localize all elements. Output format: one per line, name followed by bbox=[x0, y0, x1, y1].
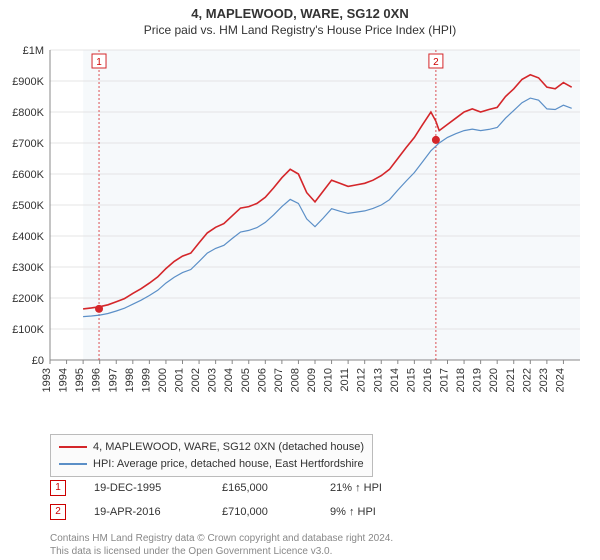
svg-text:£700K: £700K bbox=[12, 138, 44, 150]
svg-text:2006: 2006 bbox=[256, 368, 268, 392]
svg-text:£900K: £900K bbox=[12, 76, 44, 88]
svg-text:2013: 2013 bbox=[372, 368, 384, 392]
svg-text:2020: 2020 bbox=[488, 368, 500, 392]
svg-text:2004: 2004 bbox=[223, 368, 235, 392]
transaction-row: 1 19-DEC-1995 £165,000 21% ↑ HPI bbox=[50, 480, 382, 496]
tx-marker: 1 bbox=[50, 480, 66, 496]
svg-text:2010: 2010 bbox=[323, 368, 335, 392]
svg-text:1993: 1993 bbox=[41, 368, 53, 392]
svg-text:1998: 1998 bbox=[124, 368, 136, 392]
legend-swatch bbox=[59, 463, 87, 465]
svg-text:2: 2 bbox=[433, 57, 439, 68]
legend-label: HPI: Average price, detached house, East… bbox=[93, 456, 364, 473]
svg-text:2014: 2014 bbox=[389, 368, 401, 392]
tx-marker: 2 bbox=[50, 504, 66, 520]
svg-text:2015: 2015 bbox=[405, 368, 417, 392]
legend: 4, MAPLEWOOD, WARE, SG12 0XN (detached h… bbox=[50, 434, 373, 477]
svg-text:2016: 2016 bbox=[422, 368, 434, 392]
price-chart: £0 £100K £200K £300K £400K £500K £600K £700K £80… bbox=[0, 0, 600, 430]
legend-item: 4, MAPLEWOOD, WARE, SG12 0XN (detached h… bbox=[59, 439, 364, 456]
svg-text:1: 1 bbox=[96, 57, 102, 68]
tx-delta: 9% ↑ HPI bbox=[330, 506, 376, 518]
legend-label: 4, MAPLEWOOD, WARE, SG12 0XN (detached h… bbox=[93, 439, 364, 456]
svg-text:2022: 2022 bbox=[521, 368, 533, 392]
svg-text:£100K: £100K bbox=[12, 324, 44, 336]
svg-text:2012: 2012 bbox=[356, 368, 368, 392]
footer-line2: This data is licensed under the Open Gov… bbox=[50, 545, 393, 558]
svg-text:2005: 2005 bbox=[240, 368, 252, 392]
transaction-row: 2 19-APR-2016 £710,000 9% ↑ HPI bbox=[50, 504, 376, 520]
tx-delta: 21% ↑ HPI bbox=[330, 482, 382, 494]
footer-line1: Contains HM Land Registry data © Crown c… bbox=[50, 532, 393, 545]
svg-text:2000: 2000 bbox=[157, 368, 169, 392]
svg-text:1999: 1999 bbox=[140, 368, 152, 392]
legend-swatch bbox=[59, 446, 87, 448]
svg-text:2021: 2021 bbox=[505, 368, 517, 392]
tx-date: 19-APR-2016 bbox=[94, 506, 194, 518]
svg-text:2023: 2023 bbox=[538, 368, 550, 392]
svg-text:1995: 1995 bbox=[74, 368, 86, 392]
svg-text:2018: 2018 bbox=[455, 368, 467, 392]
tx-date: 19-DEC-1995 bbox=[94, 482, 194, 494]
svg-text:£600K: £600K bbox=[12, 169, 44, 181]
svg-text:1994: 1994 bbox=[58, 368, 70, 392]
svg-text:2011: 2011 bbox=[339, 368, 351, 392]
svg-text:2024: 2024 bbox=[554, 368, 566, 392]
svg-text:£200K: £200K bbox=[12, 293, 44, 305]
svg-text:1997: 1997 bbox=[107, 368, 119, 392]
svg-text:1996: 1996 bbox=[91, 368, 103, 392]
tx-price: £710,000 bbox=[222, 506, 302, 518]
svg-text:2002: 2002 bbox=[190, 368, 202, 392]
svg-text:£500K: £500K bbox=[12, 200, 44, 212]
svg-text:£400K: £400K bbox=[12, 231, 44, 243]
tx-price: £165,000 bbox=[222, 482, 302, 494]
svg-text:2019: 2019 bbox=[472, 368, 484, 392]
legend-item: HPI: Average price, detached house, East… bbox=[59, 456, 364, 473]
svg-text:2003: 2003 bbox=[207, 368, 219, 392]
svg-text:2008: 2008 bbox=[289, 368, 301, 392]
svg-text:£1M: £1M bbox=[23, 45, 44, 57]
footer-license: Contains HM Land Registry data © Crown c… bbox=[50, 532, 393, 558]
svg-text:2001: 2001 bbox=[174, 368, 186, 392]
svg-text:£800K: £800K bbox=[12, 107, 44, 119]
svg-text:2017: 2017 bbox=[439, 368, 451, 392]
svg-text:2009: 2009 bbox=[306, 368, 318, 392]
svg-text:£300K: £300K bbox=[12, 262, 44, 274]
svg-text:2007: 2007 bbox=[273, 368, 285, 392]
svg-text:£0: £0 bbox=[32, 355, 44, 367]
